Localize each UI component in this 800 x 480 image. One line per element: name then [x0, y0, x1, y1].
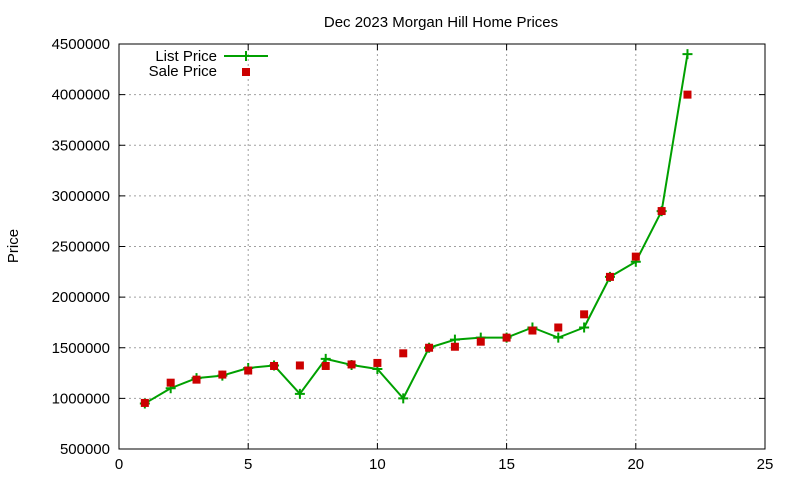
sale-price-point [399, 349, 408, 358]
sale-price-point [580, 310, 589, 319]
plot-frame [118, 43, 766, 450]
y-tick-label: 4500000 [52, 36, 110, 53]
sale-price-point [166, 378, 175, 387]
x-tick-label: 20 [627, 456, 644, 473]
sale-price-point [528, 326, 537, 335]
chart-title: Dec 2023 Morgan Hill Home Prices [324, 14, 558, 31]
list-price-point [294, 388, 305, 399]
legend-marker-list-price [241, 51, 251, 61]
sale-price-point [244, 366, 253, 375]
series-line-list-price [144, 53, 689, 405]
sale-price-point [425, 343, 434, 352]
sale-price-point [450, 342, 459, 351]
sale-price-point [657, 207, 666, 216]
x-tick-label: 25 [757, 456, 774, 473]
legend: List Price Sale Price [149, 48, 268, 80]
sale-price-point [373, 358, 382, 367]
x-tick-label: 5 [244, 456, 252, 473]
series-layer [139, 49, 693, 409]
y-tick-label: 4000000 [52, 87, 110, 104]
x-tick-label: 15 [498, 456, 515, 473]
sale-price-point [605, 272, 614, 281]
y-tick-label: 2000000 [52, 289, 110, 306]
sale-price-point [321, 361, 330, 370]
y-tick-label: 500000 [60, 441, 110, 458]
sale-price-point [631, 252, 640, 261]
sale-price-point [218, 370, 227, 379]
list-price-point [398, 393, 409, 404]
y-tick-label: 3500000 [52, 137, 110, 154]
y-axis-label: Price [5, 229, 22, 263]
y-tick-label: 3000000 [52, 188, 110, 205]
sale-price-point [502, 333, 511, 342]
list-price-point [579, 322, 590, 333]
legend-marker-sale-price [242, 68, 250, 76]
sale-price-point [140, 398, 149, 407]
sale-price-point [270, 361, 279, 370]
sale-price-point [476, 337, 485, 346]
sale-price-point [554, 323, 563, 332]
sale-price-point [683, 90, 692, 99]
x-tick-label: 10 [369, 456, 386, 473]
y-tick-label: 1000000 [52, 390, 110, 407]
x-tick-label: 0 [115, 456, 123, 473]
ticks-layer: 0 5 10 15 20 25 500000 1000000 1500000 2000000 250… [52, 36, 774, 473]
list-price-point [553, 332, 564, 343]
sale-price-point [347, 360, 356, 369]
list-price-point [682, 49, 693, 60]
y-tick-label: 1500000 [52, 340, 110, 357]
legend-label-sale-price: Sale Price [149, 63, 217, 80]
y-tick-label: 2500000 [52, 239, 110, 256]
sale-price-point [295, 361, 304, 370]
grid-layer [119, 44, 765, 449]
legend-label-list-price: List Price [155, 48, 217, 65]
sale-price-point [192, 375, 201, 384]
